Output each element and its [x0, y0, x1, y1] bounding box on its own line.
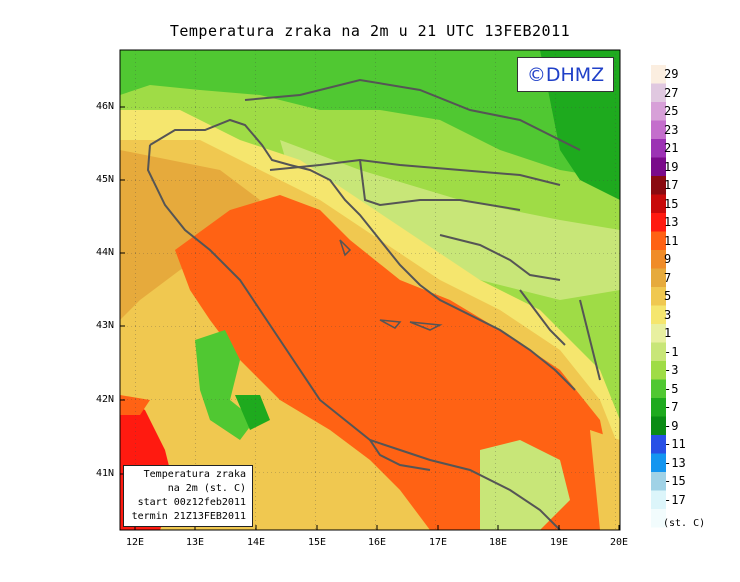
colorbar-swatch — [651, 213, 666, 232]
dhmz-logo: ©DHMZ — [517, 57, 614, 92]
colorbar-swatch — [651, 102, 666, 121]
colorbar-label: 15 — [664, 196, 679, 211]
colorbar-swatch — [651, 453, 666, 472]
colorbar-label: 11 — [664, 233, 679, 248]
colorbar-label: -15 — [664, 474, 686, 489]
colorbar-label: -13 — [664, 455, 686, 470]
lat-label: 44N — [95, 247, 114, 258]
colorbar-swatch — [651, 361, 666, 380]
colorbar-swatch — [651, 120, 666, 139]
lon-label: 12E — [125, 537, 145, 548]
info-line-1: Temperatura zraka — [143, 469, 246, 480]
lon-label: 18E — [488, 537, 508, 548]
colorbar-label: 17 — [664, 178, 679, 193]
lat-label: 46N — [95, 101, 114, 112]
colorbar-swatch — [651, 231, 666, 250]
colorbar-swatch — [651, 398, 666, 417]
lon-label: 17E — [428, 537, 448, 548]
colorbar-swatch — [651, 472, 666, 491]
lon-label: 15E — [307, 537, 327, 548]
info-line-2: na 2m (st. C) — [167, 483, 246, 494]
colorbar-swatch — [651, 342, 666, 361]
lon-label: 16E — [367, 537, 387, 548]
colorbar-swatch — [651, 379, 666, 398]
colorbar-label: -7 — [664, 400, 679, 415]
colorbar-swatch — [651, 509, 666, 528]
lon-label: 14E — [246, 537, 266, 548]
info-line-4: termin 21Z13FEB2011 — [131, 511, 246, 522]
colorbar-unit: (st. C) — [663, 518, 706, 529]
lat-label: 43N — [95, 320, 114, 331]
colorbar-label: 5 — [664, 289, 672, 304]
colorbar-swatch — [651, 65, 666, 84]
colorbar-label: 13 — [664, 215, 679, 230]
colorbar-label: -3 — [664, 363, 679, 378]
colorbar-swatch — [651, 83, 666, 102]
plot-frame — [119, 49, 621, 531]
temperature-field — [120, 50, 620, 530]
colorbar-label: 3 — [664, 307, 672, 322]
colorbar-swatch — [651, 250, 666, 269]
info-box: Temperatura zraka na 2m (st. C) start 00… — [123, 465, 253, 527]
colorbar-label: 1 — [664, 326, 672, 341]
colorbar-label: 25 — [664, 104, 679, 119]
lon-label: 19E — [549, 537, 569, 548]
lat-label: 41N — [95, 468, 114, 479]
colorbar-swatch — [651, 324, 666, 343]
colorbar-label: 19 — [664, 159, 679, 174]
colorbar-label: -5 — [664, 381, 679, 396]
colorbar-label: 29 — [664, 67, 679, 82]
lon-label: 13E — [185, 537, 205, 548]
colorbar-label: -1 — [664, 344, 679, 359]
lat-label: 45N — [95, 174, 114, 185]
colorbar-label: -11 — [664, 437, 686, 452]
lat-label: 42N — [95, 394, 114, 405]
colorbar-label: 27 — [664, 85, 679, 100]
info-line-3: start 00z12feb2011 — [137, 497, 246, 508]
colorbar-swatch — [651, 268, 666, 287]
colorbar-swatch — [651, 139, 666, 158]
colorbar-swatch — [651, 287, 666, 306]
colorbar-label: -9 — [664, 418, 679, 433]
colorbar-swatch — [651, 194, 666, 213]
colorbar-label: 23 — [664, 122, 679, 137]
colorbar-swatch — [651, 435, 666, 454]
colorbar-label: -17 — [664, 492, 686, 507]
colorbar-label: 9 — [664, 252, 672, 267]
colorbar-label: 21 — [664, 141, 679, 156]
map-title: Temperatura zraka na 2m u 21 UTC 13FEB20… — [169, 22, 571, 40]
colorbar-label: 7 — [664, 270, 672, 285]
colorbar-swatch — [651, 176, 666, 195]
colorbar-swatch — [651, 305, 666, 324]
colorbar-swatch — [651, 490, 666, 509]
colorbar-swatch — [651, 157, 666, 176]
colorbar — [651, 65, 666, 528]
lon-label: 20E — [609, 537, 629, 548]
colorbar-swatch — [651, 416, 666, 435]
